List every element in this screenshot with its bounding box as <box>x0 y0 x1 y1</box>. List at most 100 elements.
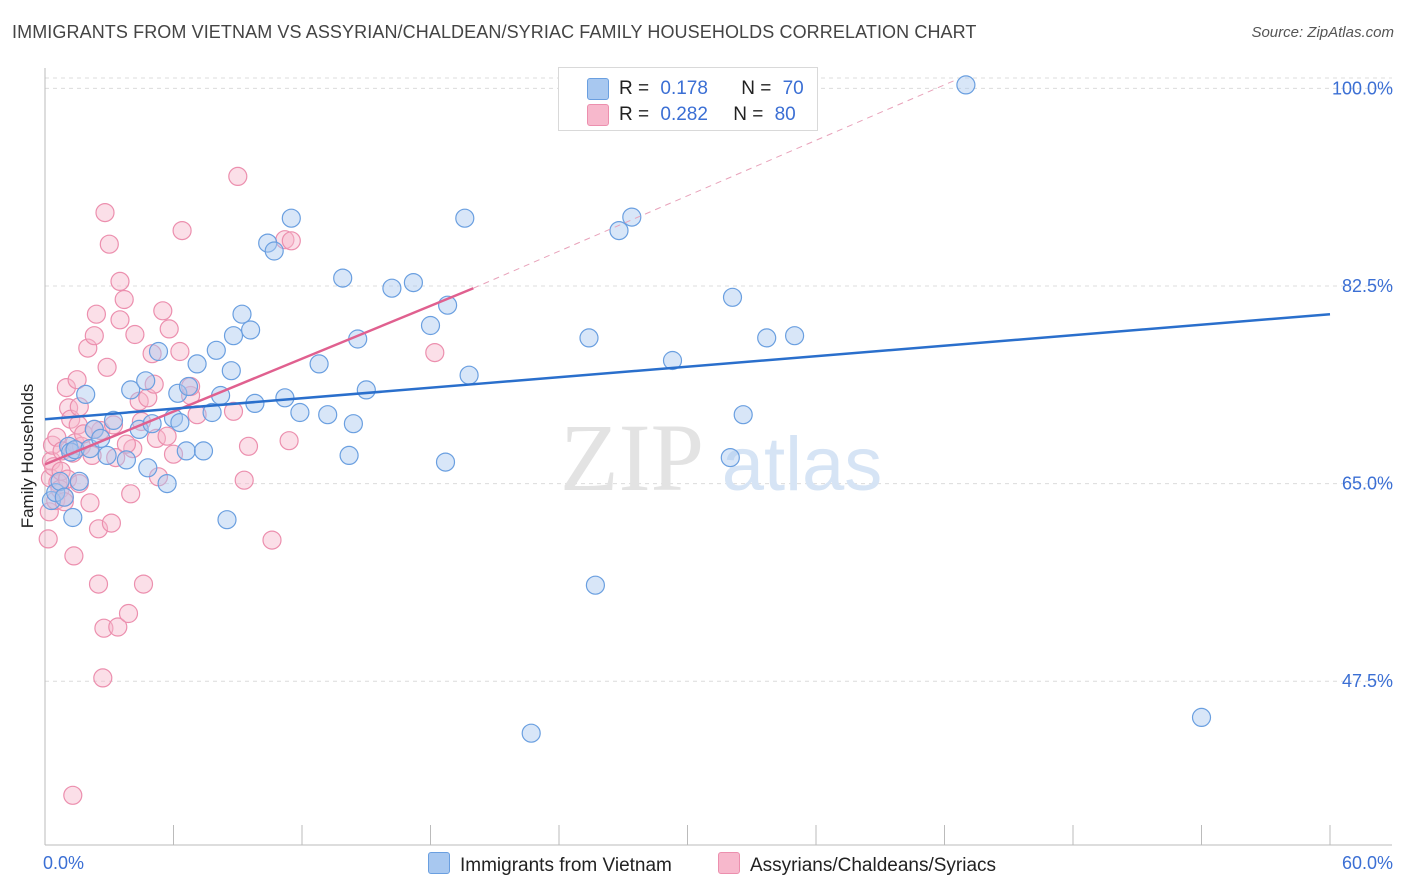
vietnam-point <box>459 365 479 385</box>
vietnam-point <box>585 575 606 595</box>
vietnam-point <box>455 208 475 228</box>
vietnam-point <box>956 75 976 95</box>
vietnam-point <box>202 402 222 423</box>
vietnam-point <box>63 507 83 528</box>
watermark: ZIP atlas <box>560 404 882 511</box>
x-tick-label-min: 0.0% <box>43 853 84 873</box>
vietnam-point <box>609 221 629 241</box>
trend-lines <box>44 78 1331 466</box>
assyrians-point <box>103 415 124 435</box>
y-tick-label: 47.5% <box>1342 671 1393 691</box>
assyrians-point <box>159 319 179 339</box>
gridlines <box>45 77 1392 682</box>
vietnam-point <box>168 383 188 403</box>
vietnam-point <box>318 405 338 425</box>
assyrians-point <box>91 420 111 441</box>
assyrians-point <box>114 289 134 310</box>
bottom-legend-label-vietnam: Immigrants from Vietnam <box>460 855 672 876</box>
legend-swatch-assyrians <box>587 104 609 126</box>
vietnam-point <box>733 405 753 425</box>
assyrians-point <box>153 301 173 321</box>
vietnam-point <box>333 268 353 288</box>
vietnam-point <box>356 380 376 400</box>
series-assyrians-points <box>38 166 445 805</box>
legend-r-value-assyrians: 0.282 <box>660 104 708 125</box>
vietnam-point <box>382 278 402 298</box>
bottom-legend-assyrians: Assyrians/Chaldeans/Syriacs <box>718 852 996 877</box>
vietnam-point <box>170 413 190 433</box>
assyrians-point <box>93 668 113 688</box>
vietnam-point <box>722 287 743 307</box>
assyrians-point <box>67 370 87 390</box>
assyrians-point <box>118 603 139 624</box>
vietnam-point <box>116 450 137 470</box>
vietnam-point <box>221 361 241 381</box>
x-tick-label-max: 60.0% <box>1342 853 1393 873</box>
assyrians-point <box>121 484 141 504</box>
vietnam-point <box>69 471 89 491</box>
vietnam-point <box>290 402 310 423</box>
assyrians-point <box>281 231 301 251</box>
tick-labels: 47.5% 65.0% 82.5% 100.0% 0.0% 60.0% <box>43 78 1393 873</box>
vietnam-point <box>264 241 284 261</box>
y-tick-label: 100.0% <box>1332 78 1393 98</box>
vietnam-point <box>206 340 226 360</box>
bottom-legend-vietnam: Immigrants from Vietnam <box>428 852 672 877</box>
assyrians-point <box>228 166 248 186</box>
chart-title: IMMIGRANTS FROM VIETNAM VS ASSYRIAN/CHAL… <box>12 22 977 42</box>
legend-swatch-vietnam <box>587 78 609 100</box>
vietnam-point <box>521 723 541 743</box>
source-label: Source: ZipAtlas.com <box>1251 24 1394 41</box>
assyrians-point <box>125 324 145 345</box>
assyrians-point <box>82 445 102 465</box>
vietnam-point <box>97 445 117 465</box>
vietnam-point <box>720 448 740 468</box>
legend-n-label: N = <box>741 78 772 99</box>
vietnam-point <box>121 380 141 400</box>
assyrians-point <box>170 341 190 362</box>
assyrians-point <box>80 493 100 513</box>
vietnam-point <box>435 452 456 472</box>
assyrians-point <box>163 444 184 464</box>
assyrians-point <box>56 378 77 398</box>
vietnam-point <box>241 320 261 340</box>
assyrians-point <box>110 310 130 330</box>
vietnam-point <box>281 208 301 228</box>
assyrians-point <box>78 338 98 358</box>
vietnam-point <box>176 441 196 461</box>
assyrians-point <box>157 426 177 446</box>
vietnam-point <box>148 341 169 362</box>
assyrians-point <box>101 513 122 533</box>
vietnam-point <box>579 328 599 348</box>
vietnam-point <box>275 388 295 408</box>
assyrians-point <box>223 401 244 421</box>
assyrians-point <box>57 469 78 489</box>
vietnam-point <box>258 233 278 253</box>
y-tick-label: 65.0% <box>1342 474 1393 494</box>
watermark-zip: ZIP <box>560 404 704 511</box>
assyrians-point <box>133 574 154 594</box>
vietnam-point <box>136 371 156 391</box>
vietnam-point <box>1191 707 1212 728</box>
assyrians-point <box>234 470 254 490</box>
vietnam-point <box>784 326 805 346</box>
vietnam-point <box>76 384 96 404</box>
vietnam-point <box>223 326 244 346</box>
trend-line-assyrians <box>44 287 474 466</box>
assyrians-point <box>51 461 71 481</box>
legend-r-value-vietnam: 0.178 <box>660 78 708 99</box>
assyrians-point <box>63 785 83 805</box>
vietnam-point <box>343 414 363 434</box>
bottom-legend-label-assyrians: Assyrians/Chaldeans/Syriacs <box>750 855 997 876</box>
legend-n-value-assyrians: 80 <box>774 104 796 125</box>
assyrians-point <box>64 546 84 566</box>
axes <box>44 68 1392 846</box>
vietnam-point <box>339 445 359 465</box>
vietnam-point <box>232 304 252 324</box>
vietnam-point <box>178 376 199 397</box>
legend-r-label: R = <box>619 78 650 99</box>
assyrians-point <box>88 574 109 594</box>
vietnam-point <box>309 354 329 374</box>
vietnam-point <box>103 410 124 430</box>
